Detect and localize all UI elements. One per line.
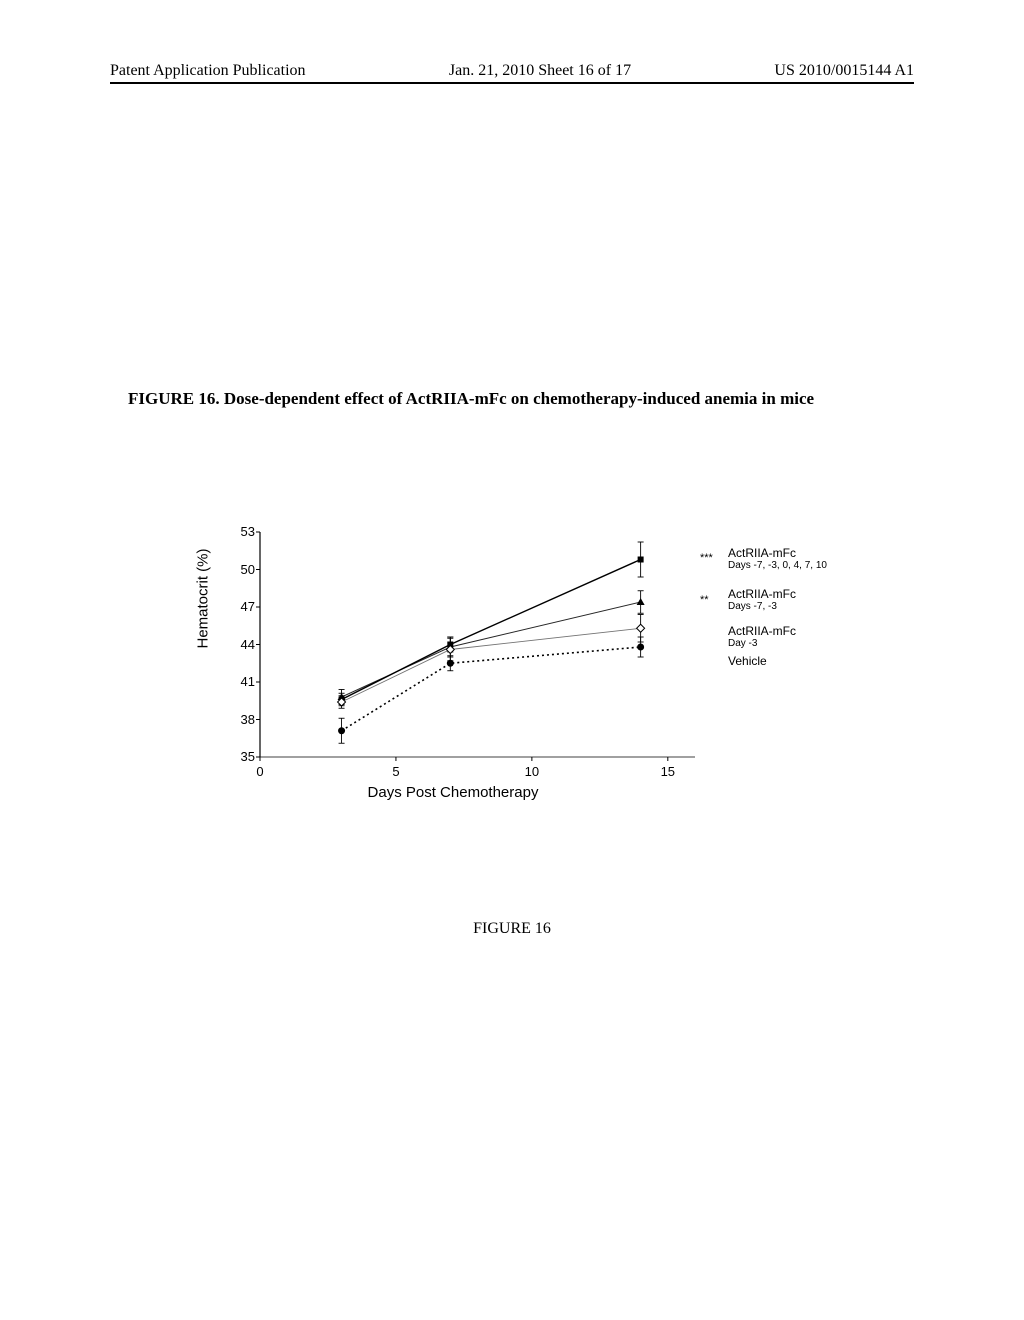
significance-marker: ** — [700, 594, 709, 606]
header-rule — [110, 82, 914, 84]
legend-title: ActRIIA-mFc — [728, 587, 796, 601]
legend-entry: ActRIIA-mFcDay -3 — [728, 624, 796, 649]
legend-subtitle: Days -7, -3, 0, 4, 7, 10 — [728, 560, 827, 571]
x-tick-label: 10 — [517, 764, 547, 779]
figure-title: FIGURE 16. Dose-dependent effect of ActR… — [128, 385, 909, 412]
x-tick-label: 15 — [653, 764, 683, 779]
legend-subtitle: Day -3 — [728, 638, 796, 649]
y-tick-label: 50 — [225, 562, 255, 577]
x-tick-label: 0 — [245, 764, 275, 779]
y-tick-label: 47 — [225, 599, 255, 614]
legend-title: ActRIIA-mFc — [728, 624, 796, 638]
legend-title: ActRIIA-mFc — [728, 546, 827, 560]
patent-header: Patent Application Publication Jan. 21, … — [110, 62, 914, 80]
x-tick-label: 5 — [381, 764, 411, 779]
x-axis-label: Days Post Chemotherapy — [328, 784, 578, 801]
chart: Hematocrit (%) Days Post Chemotherapy 35… — [188, 520, 888, 850]
y-tick-label: 41 — [225, 674, 255, 689]
y-tick-label: 53 — [225, 524, 255, 539]
y-tick-label: 35 — [225, 749, 255, 764]
legend-entry: ActRIIA-mFcDays -7, -3 — [728, 587, 796, 612]
y-tick-label: 44 — [225, 637, 255, 652]
legend-entry: Vehicle — [728, 654, 767, 668]
header-right: US 2010/0015144 A1 — [774, 62, 914, 80]
legend-title: Vehicle — [728, 654, 767, 668]
header-left: Patent Application Publication — [110, 62, 306, 80]
legend-entry: ActRIIA-mFcDays -7, -3, 0, 4, 7, 10 — [728, 546, 827, 571]
figure-caption: FIGURE 16 — [0, 920, 1024, 938]
y-axis-label: Hematocrit (%) — [195, 529, 212, 669]
legend-subtitle: Days -7, -3 — [728, 601, 796, 612]
y-tick-label: 38 — [225, 712, 255, 727]
header-center: Jan. 21, 2010 Sheet 16 of 17 — [449, 62, 631, 80]
figure-title-prefix: FIGURE 16. — [128, 389, 224, 408]
figure-title-text: Dose-dependent effect of ActRIIA-mFc on … — [224, 389, 814, 408]
significance-marker: *** — [700, 552, 713, 564]
